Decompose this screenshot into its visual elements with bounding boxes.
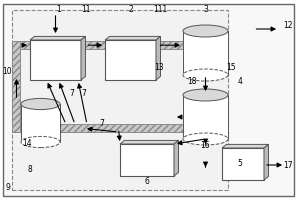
Text: 7: 7 [100,119,104,129]
Text: 12: 12 [283,21,293,30]
Ellipse shape [183,69,228,81]
Polygon shape [264,144,268,180]
Ellipse shape [183,25,228,37]
Text: 14: 14 [22,140,32,148]
Bar [222,148,264,180]
Text: 18: 18 [187,76,197,86]
Bar [12,124,184,132]
Polygon shape [81,36,85,80]
Text: 17: 17 [283,160,293,170]
Text: 111: 111 [153,4,168,14]
Text: 2: 2 [128,4,133,14]
Polygon shape [222,144,268,148]
Polygon shape [30,36,86,40]
Ellipse shape [21,136,60,148]
Bar [105,40,156,80]
Text: 11: 11 [81,4,90,14]
Ellipse shape [21,98,60,110]
Text: 7: 7 [70,90,74,98]
Text: 7: 7 [82,90,86,98]
Text: 8: 8 [28,164,32,173]
Bar [12,10,228,190]
Bar [12,41,184,49]
Text: 3: 3 [203,4,208,14]
Text: 10: 10 [3,68,12,76]
Text: 13: 13 [154,62,164,72]
Polygon shape [156,36,160,80]
Bar [120,144,174,176]
Bar [183,31,228,75]
Bar [12,41,184,49]
Bar [30,40,81,80]
Bar [21,104,60,142]
Polygon shape [174,140,178,176]
Text: 16: 16 [201,142,210,150]
Bar [12,41,20,132]
Bar [12,124,184,132]
Text: 15: 15 [226,64,236,72]
Polygon shape [120,140,178,144]
Text: 6: 6 [145,176,149,186]
Bar [183,95,228,139]
Text: 4: 4 [238,76,242,86]
Text: 5: 5 [238,158,242,168]
Text: 1: 1 [56,4,61,14]
Polygon shape [105,36,160,40]
Ellipse shape [183,133,228,145]
Text: 9: 9 [5,182,10,192]
Bar [12,41,20,132]
Ellipse shape [183,89,228,101]
